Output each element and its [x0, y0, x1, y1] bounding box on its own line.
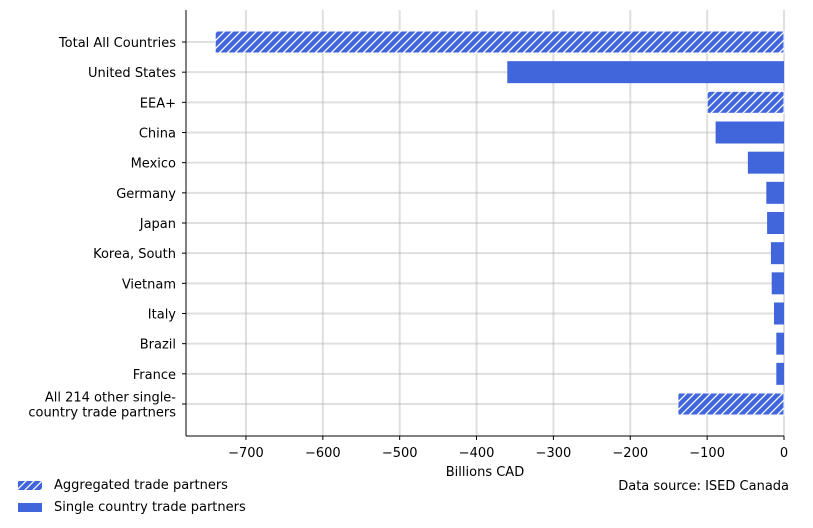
bar [776, 332, 784, 355]
y-tick-label: Mexico [131, 157, 176, 172]
legend-swatch-hatched [18, 480, 42, 490]
bar [706, 90, 785, 114]
legend-label-aggregated: Aggregated trade partners [54, 477, 228, 493]
bar [766, 181, 784, 204]
x-tick-label: −600 [305, 446, 341, 461]
y-tick-label: China [139, 127, 176, 142]
y-tick-label: Germany [116, 187, 176, 202]
bar [771, 272, 784, 295]
x-tick-label: −400 [459, 446, 495, 461]
bar [776, 362, 784, 385]
y-tick-label: EEA+ [140, 96, 176, 111]
y-tick-label: Total All Countries [58, 36, 176, 51]
x-tick-label: −500 [382, 446, 418, 461]
y-tick-label: Japan [139, 217, 176, 232]
data-source-note: Data source: ISED Canada [618, 479, 789, 494]
x-tick-label: −700 [228, 446, 264, 461]
y-tick-label: France [133, 368, 176, 383]
bar [767, 212, 784, 234]
bar [770, 242, 784, 265]
y-tick-label: country trade partners [28, 406, 176, 421]
y-tick-label: Brazil [140, 338, 176, 353]
y-tick-label: Korea, South [93, 247, 176, 262]
bar [747, 151, 784, 174]
legend-label-single: Single country trade partners [54, 499, 246, 515]
bars [214, 30, 785, 416]
y-tick-label: All 214 other single- [45, 391, 176, 406]
tick-labels: −700 −600 −500 −400 −300 −200 −100 0 Total All C… [28, 36, 788, 461]
x-tick-label: −300 [536, 446, 572, 461]
x-tick-label: 0 [780, 446, 788, 461]
legend-item-aggregated: Aggregated trade partners [18, 474, 246, 496]
y-tick-label: Vietnam [122, 277, 176, 292]
x-tick-label: −200 [612, 446, 648, 461]
legend-item-single: Single country trade partners [18, 496, 246, 518]
y-tick-label: Italy [148, 308, 177, 323]
axes [182, 10, 785, 440]
y-tick-label: United States [88, 66, 176, 81]
x-tick-label: −100 [689, 446, 725, 461]
bar [507, 61, 784, 84]
bar [677, 392, 785, 416]
bar [715, 121, 784, 144]
legend-swatch-solid [18, 502, 42, 512]
x-axis-label: Billions CAD [446, 465, 524, 480]
bar [774, 302, 784, 325]
legend: Aggregated trade partners Single country… [18, 474, 246, 518]
bar [214, 30, 785, 54]
